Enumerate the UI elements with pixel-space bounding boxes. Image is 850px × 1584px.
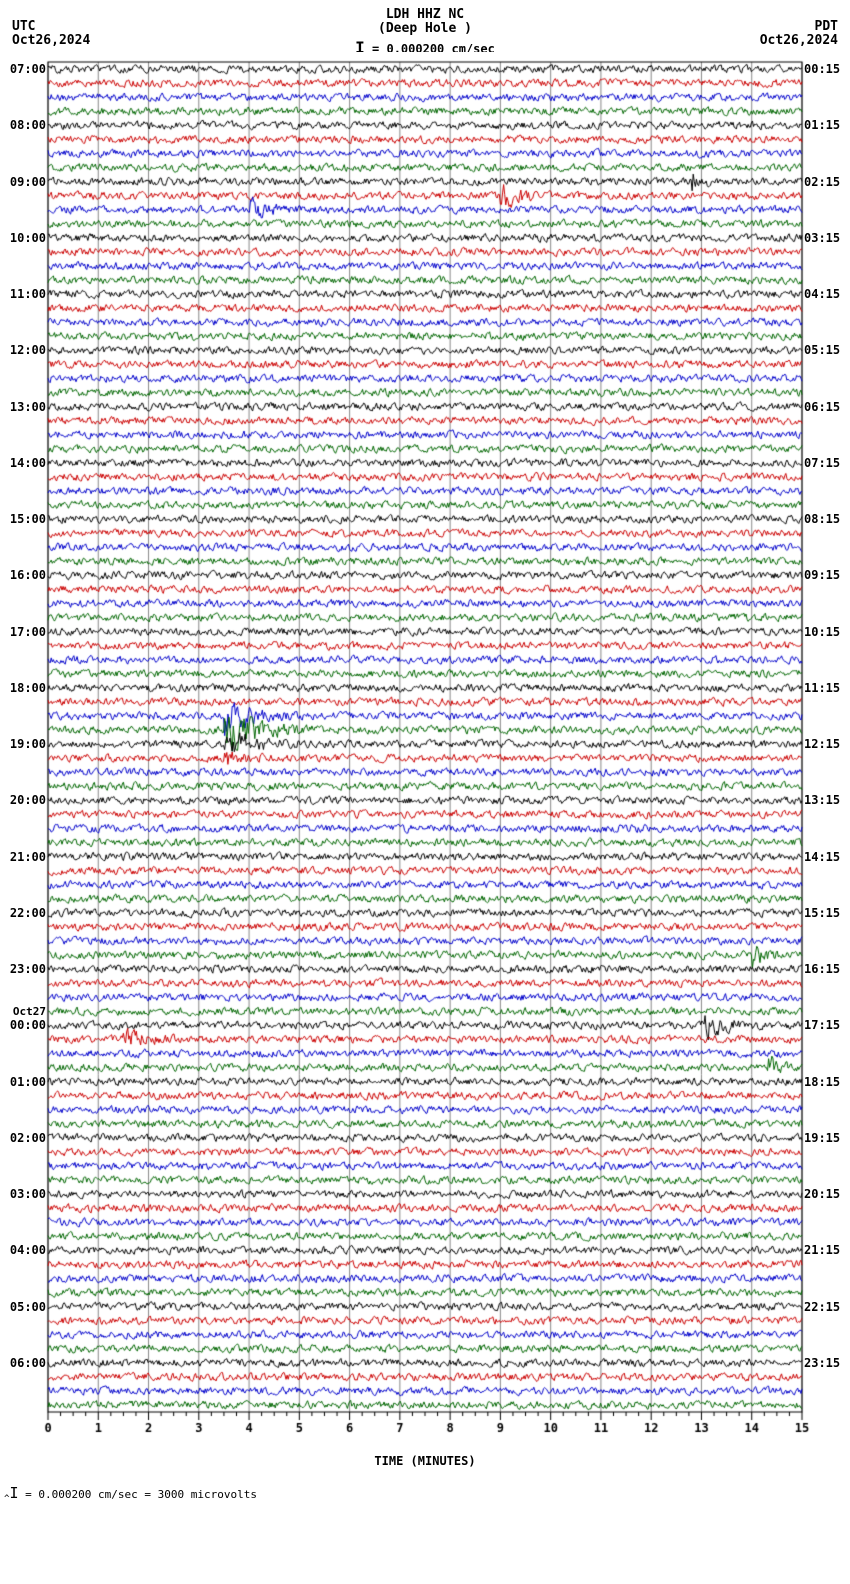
- left-time-label: 12:00: [10, 343, 46, 357]
- right-time-label: 07:15: [804, 456, 840, 470]
- footer-scale-value: = 0.000200 cm/sec = 3000 microvolts: [25, 1488, 257, 1501]
- left-time-label: 23:00: [10, 962, 46, 976]
- right-time-label: 13:15: [804, 793, 840, 807]
- header-center: LDH HHZ NC (Deep Hole ) I = 0.000200 cm/…: [0, 8, 850, 56]
- date-marker: Oct27: [13, 1005, 46, 1018]
- right-time-label: 22:15: [804, 1300, 840, 1314]
- right-time-label: 03:15: [804, 231, 840, 245]
- plot-area: 07:00 00:15 08:00 01:15 09:00 02:15 10:00 03:15…: [0, 52, 850, 1452]
- left-time-label: 01:00: [10, 1075, 46, 1089]
- right-time-label: 16:15: [804, 962, 840, 976]
- left-time-label: 04:00: [10, 1243, 46, 1257]
- right-time-label: 10:15: [804, 625, 840, 639]
- left-time-label: 02:00: [10, 1131, 46, 1145]
- left-time-label: 16:00: [10, 568, 46, 582]
- right-time-label: 00:15: [804, 62, 840, 76]
- left-time-label: 10:00: [10, 231, 46, 245]
- left-time-label: 11:00: [10, 287, 46, 301]
- left-time-label: 15:00: [10, 512, 46, 526]
- left-time-label: 00:00: [10, 1018, 46, 1032]
- left-time-label: 13:00: [10, 400, 46, 414]
- left-time-label: 14:00: [10, 456, 46, 470]
- right-time-label: 19:15: [804, 1131, 840, 1145]
- left-time-label: 07:00: [10, 62, 46, 76]
- helicorder-canvas: [0, 52, 850, 1452]
- right-time-label: 23:15: [804, 1356, 840, 1370]
- right-time-label: 21:15: [804, 1243, 840, 1257]
- header-right: PDT Oct26,2024: [760, 20, 838, 49]
- right-time-label: 15:15: [804, 906, 840, 920]
- left-time-label: 17:00: [10, 625, 46, 639]
- left-time-label: 21:00: [10, 850, 46, 864]
- right-time-label: 04:15: [804, 287, 840, 301]
- left-time-label: 18:00: [10, 681, 46, 695]
- header: UTC Oct26,2024 LDH HHZ NC (Deep Hole ) I…: [0, 0, 850, 52]
- right-time-label: 11:15: [804, 681, 840, 695]
- right-time-label: 05:15: [804, 343, 840, 357]
- left-time-label: 03:00: [10, 1187, 46, 1201]
- xaxis-label: TIME (MINUTES): [0, 1454, 850, 1468]
- right-tz: PDT: [760, 20, 838, 34]
- right-time-label: 01:15: [804, 118, 840, 132]
- left-time-label: 22:00: [10, 906, 46, 920]
- right-time-label: 17:15: [804, 1018, 840, 1032]
- station-location: (Deep Hole ): [0, 22, 850, 36]
- left-time-label: 05:00: [10, 1300, 46, 1314]
- left-time-label: 09:00: [10, 175, 46, 189]
- right-time-label: 02:15: [804, 175, 840, 189]
- right-time-label: 20:15: [804, 1187, 840, 1201]
- right-time-label: 09:15: [804, 568, 840, 582]
- right-time-label: 12:15: [804, 737, 840, 751]
- right-time-label: 08:15: [804, 512, 840, 526]
- left-time-label: 06:00: [10, 1356, 46, 1370]
- left-time-label: 08:00: [10, 118, 46, 132]
- station-code: LDH HHZ NC: [0, 8, 850, 22]
- right-time-label: 14:15: [804, 850, 840, 864]
- right-time-label: 06:15: [804, 400, 840, 414]
- footer-scale: ^I = 0.000200 cm/sec = 3000 microvolts: [4, 1484, 850, 1504]
- left-time-label: 20:00: [10, 793, 46, 807]
- right-date: Oct26,2024: [760, 34, 838, 48]
- left-time-label: 19:00: [10, 737, 46, 751]
- helicorder-container: UTC Oct26,2024 LDH HHZ NC (Deep Hole ) I…: [0, 0, 850, 1504]
- right-time-label: 18:15: [804, 1075, 840, 1089]
